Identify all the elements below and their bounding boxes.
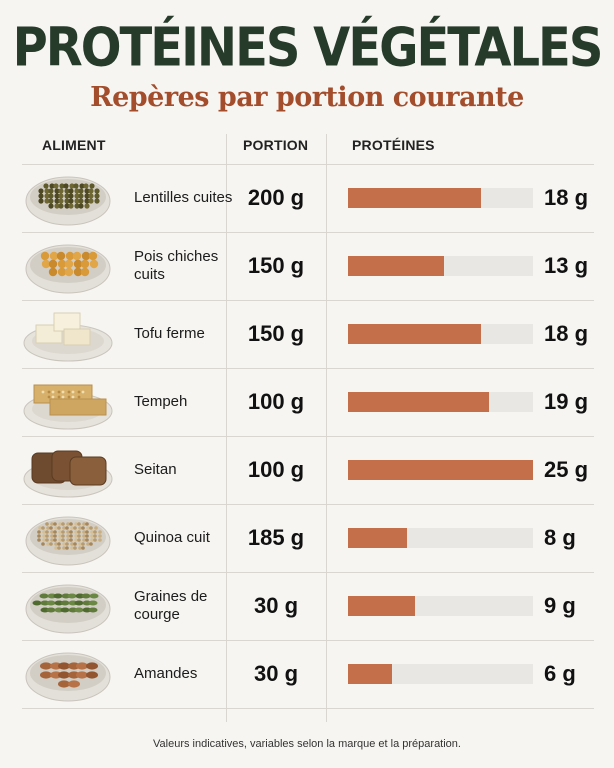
portion-label: 150 g	[247, 253, 305, 278]
protein-bar	[348, 324, 482, 344]
protein-bar	[348, 528, 408, 548]
table-row: Tempeh 100 g 19 g	[0, 368, 614, 436]
lentils-bowl-icon	[25, 176, 111, 226]
table-row: Quinoa cuit 185 g 8 g	[0, 504, 614, 572]
aliment-label: Tempeh	[134, 393, 188, 410]
protein-value-label: 6 g	[544, 661, 576, 686]
protein-value-label: 18 g	[544, 185, 589, 210]
protein-value-label: 8 g	[544, 525, 576, 550]
page-title: PROTÉINES VÉGÉTALES	[12, 16, 604, 79]
bar-track	[348, 392, 533, 412]
bar-track	[348, 460, 533, 480]
tofu-plate-icon	[23, 312, 113, 362]
row-divider	[22, 164, 594, 165]
protein-bar	[348, 392, 489, 412]
row-divider	[22, 504, 594, 505]
row-divider	[22, 232, 594, 233]
portion-label: 200 g	[247, 185, 305, 210]
portion-label: 30 g	[253, 593, 299, 618]
row-divider	[22, 368, 594, 369]
table-row: Amandes 30 g 6 g	[0, 640, 614, 708]
portion-label: 100 g	[247, 457, 305, 482]
protein-value-label: 9 g	[544, 593, 576, 618]
protein-value-label: 18 g	[544, 321, 589, 346]
protein-bar	[348, 664, 393, 684]
row-divider	[22, 300, 594, 301]
page-subtitle: Repères par portion courante	[90, 82, 524, 113]
pumpkin-seeds-bowl-icon	[25, 584, 111, 634]
protein-value-label: 13 g	[544, 253, 589, 278]
table-row: Seitan 100 g 25 g	[0, 436, 614, 504]
tempeh-plate-icon	[23, 384, 113, 430]
aliment-label: Lentilles cuites	[134, 189, 233, 206]
table-row: Tofu ferme 150 g 18 g	[0, 300, 614, 368]
bar-track	[348, 528, 533, 548]
aliment-label: Quinoa cuit	[134, 529, 210, 546]
bar-track	[348, 324, 533, 344]
aliment-label: Graines de courge	[134, 588, 208, 623]
row-divider	[22, 640, 594, 641]
portion-label: 30 g	[253, 661, 299, 686]
bar-track	[348, 256, 533, 276]
protein-bar	[348, 596, 415, 616]
bar-track	[348, 596, 533, 616]
chickpeas-bowl-icon	[25, 244, 111, 294]
table-row: Pois chiches cuits 150 g 13 g	[0, 232, 614, 300]
column-header-portion: PORTION	[243, 137, 309, 153]
aliment-label: Amandes	[134, 665, 198, 682]
table-row: Graines de courge 30 g 9 g	[0, 572, 614, 640]
protein-bar	[348, 256, 445, 276]
aliment-label: Pois chiches cuits	[134, 248, 219, 283]
bar-track	[348, 664, 533, 684]
footnote: Valeurs indicatives, variables selon la …	[153, 738, 461, 750]
portion-label: 185 g	[247, 525, 305, 550]
column-header-aliment: ALIMENT	[42, 137, 106, 153]
column-header-proteines: PROTÉINES	[352, 137, 435, 153]
bar-track	[348, 188, 533, 208]
almonds-bowl-icon	[25, 652, 111, 702]
quinoa-bowl-icon	[25, 516, 111, 566]
protein-bar	[348, 460, 533, 480]
row-divider	[22, 572, 594, 573]
row-divider	[22, 436, 594, 437]
protein-value-label: 19 g	[544, 389, 589, 414]
portion-label: 100 g	[247, 389, 305, 414]
table-row: Lentilles cuites 200 g 18 g	[0, 164, 614, 232]
protein-value-label: 25 g	[544, 457, 589, 482]
aliment-label: Tofu ferme	[134, 325, 205, 342]
portion-label: 150 g	[247, 321, 305, 346]
aliment-label: Seitan	[134, 461, 177, 478]
column-divider	[226, 134, 227, 722]
column-divider	[326, 134, 327, 722]
row-divider	[22, 708, 594, 709]
seitan-plate-icon	[23, 450, 113, 498]
protein-bar	[348, 188, 482, 208]
